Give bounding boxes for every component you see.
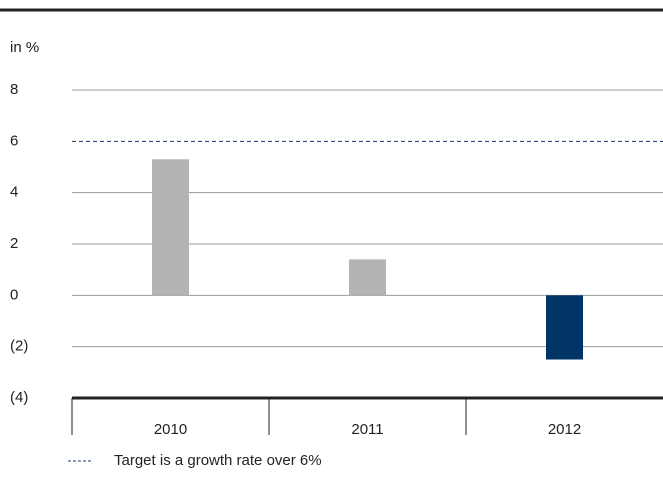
bar	[152, 159, 189, 296]
y-tick-label: 0	[10, 286, 18, 303]
bar	[349, 259, 386, 296]
y-tick-label: (2)	[10, 338, 28, 355]
x-tick-label: 2012	[548, 421, 581, 438]
y-tick-label: 6	[10, 132, 18, 149]
bar	[546, 295, 583, 360]
legend-label: Target is a growth rate over 6%	[114, 452, 322, 469]
y-tick-label: 2	[10, 235, 18, 252]
y-tick-label: (4)	[10, 389, 28, 406]
y-tick-label: 8	[10, 81, 18, 98]
x-tick-label: 2010	[154, 421, 187, 438]
x-tick-label: 2011	[351, 421, 383, 438]
y-axis-label: in %	[10, 39, 39, 56]
y-tick-label: 4	[10, 184, 18, 201]
